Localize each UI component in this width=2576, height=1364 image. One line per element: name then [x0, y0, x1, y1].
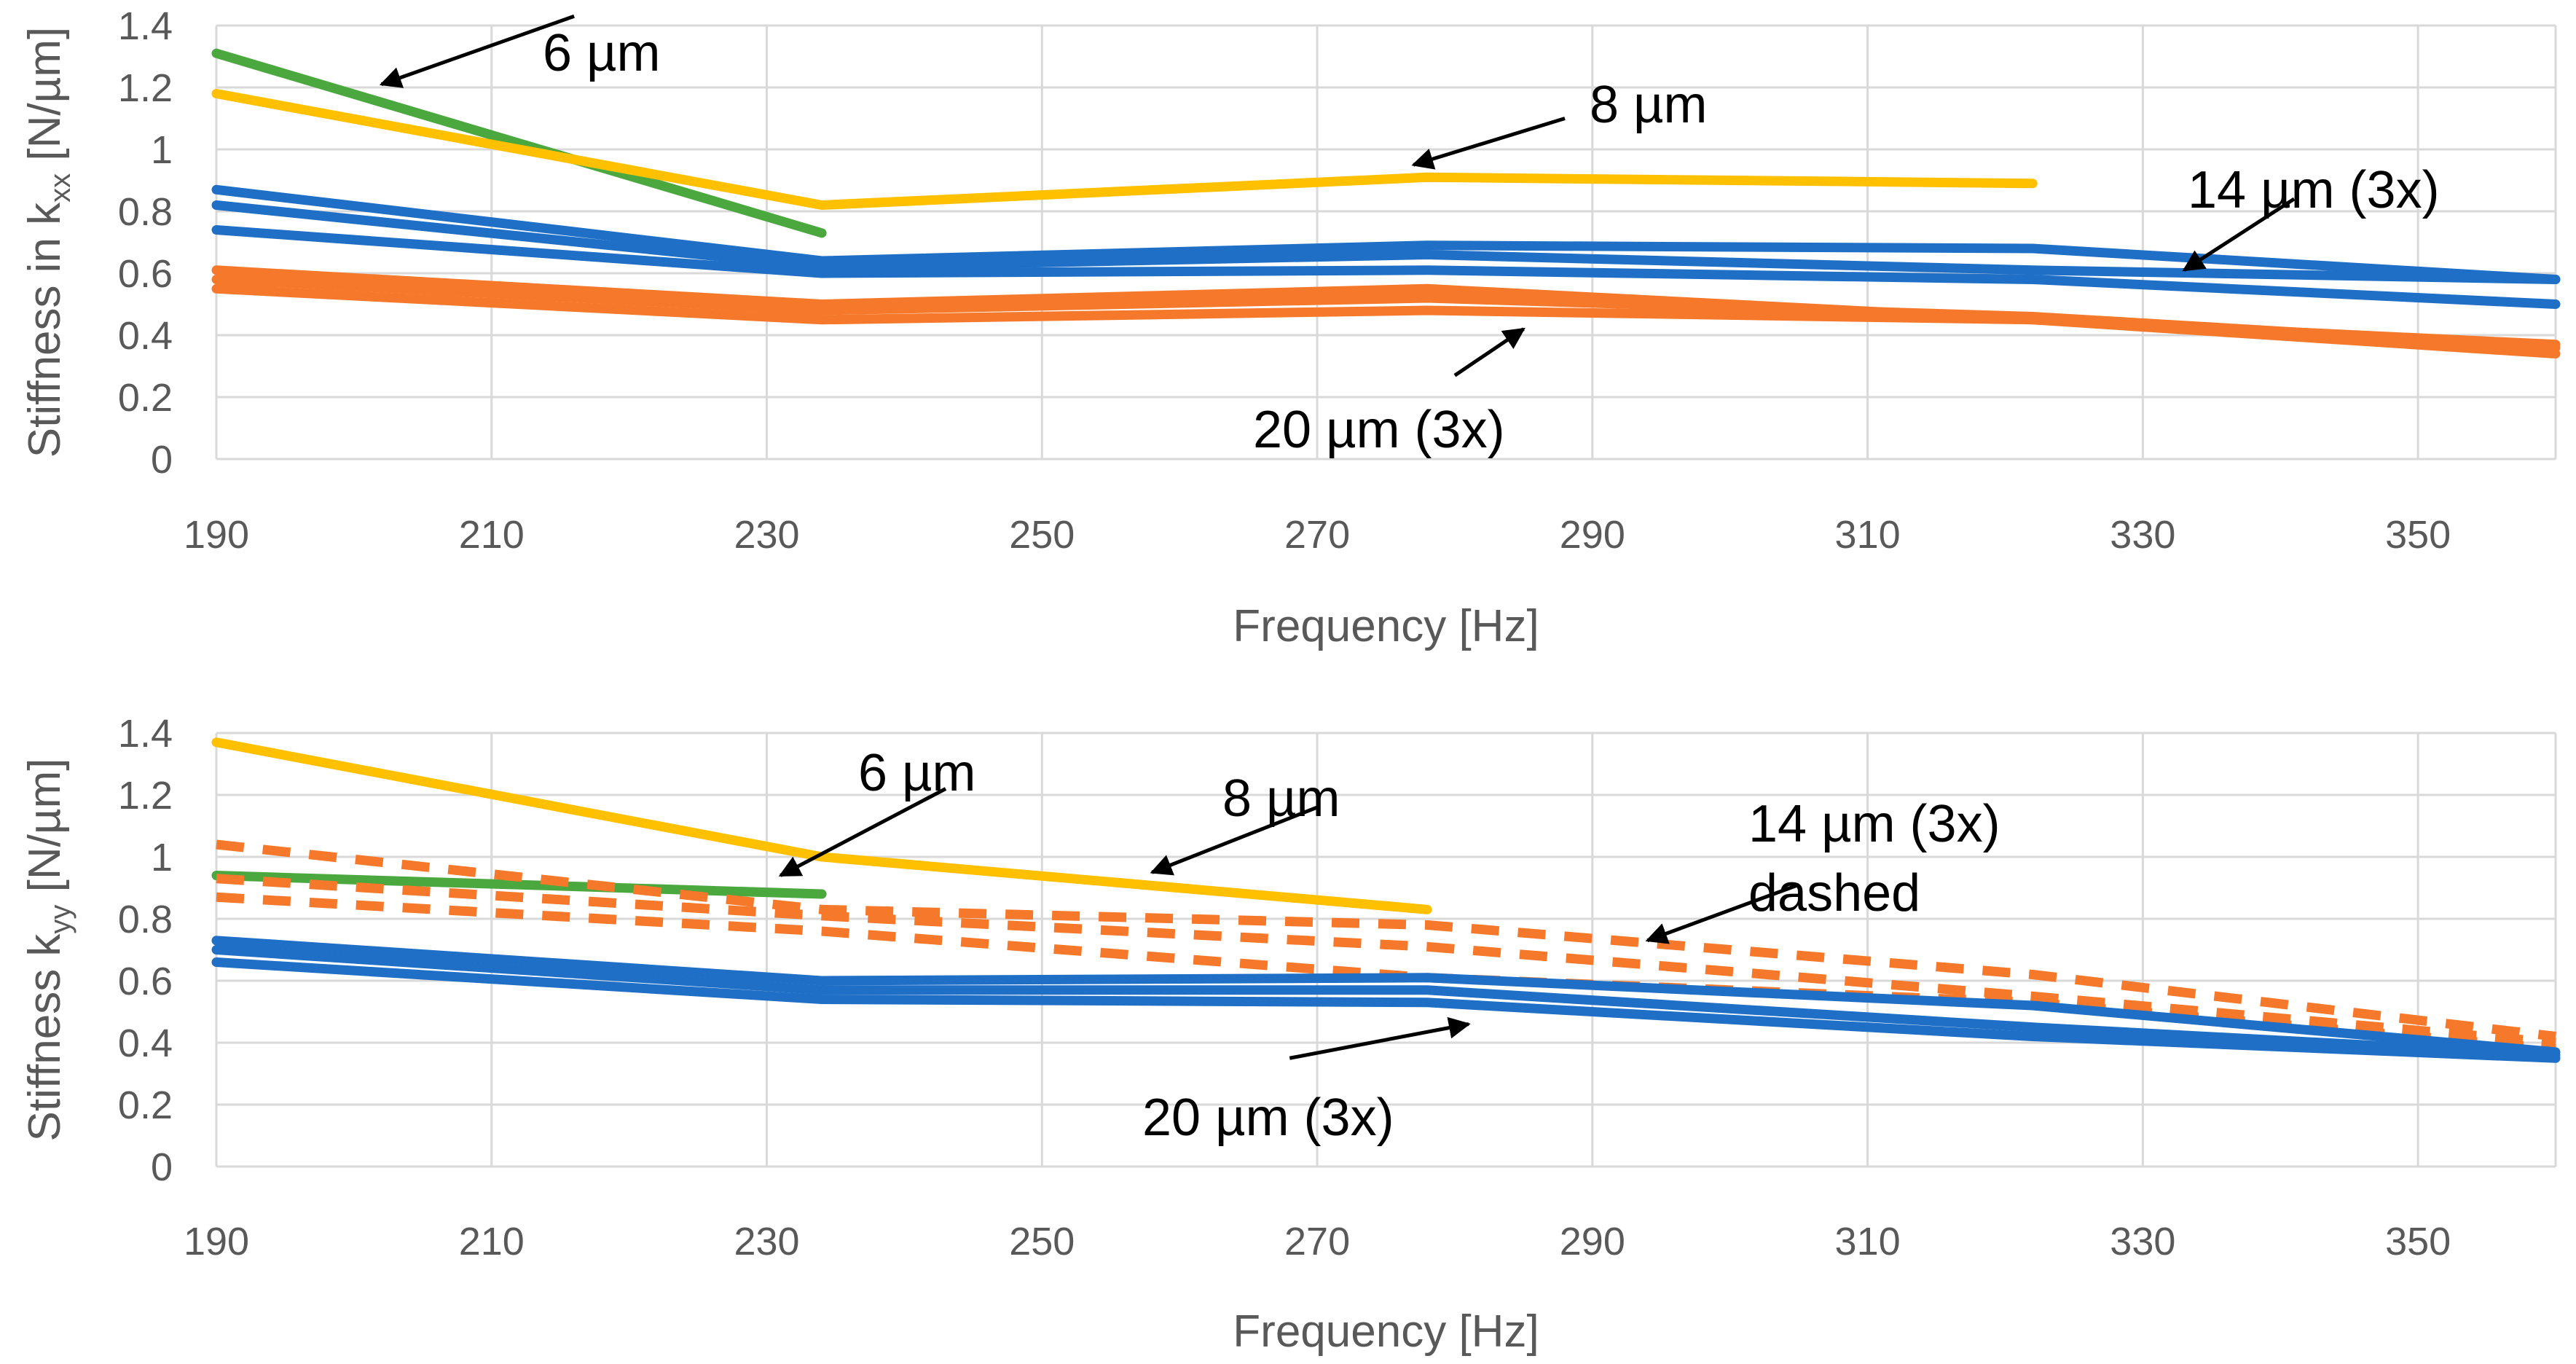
annotation-arrow — [1150, 805, 1318, 876]
y-tick-label: 0.6 — [118, 252, 173, 296]
y-tick-label: 0 — [151, 438, 173, 482]
y-tick-label: 1 — [151, 128, 173, 172]
annotation-label: 8 µm — [1590, 76, 1708, 134]
annotation-arrow — [1453, 327, 1525, 377]
x-tick-label: 350 — [2385, 1220, 2451, 1263]
series-line-14um — [211, 200, 2561, 284]
y-axis-title: Stiffness kyy [N/µm] — [20, 759, 76, 1142]
y-tick-label: 1.2 — [118, 774, 173, 818]
x-tick-label: 250 — [1009, 1220, 1075, 1263]
series-line-14um — [211, 184, 2561, 284]
y-tick-label: 0 — [151, 1145, 173, 1189]
x-tick-label: 190 — [184, 513, 249, 557]
series-line-20um — [211, 936, 2561, 1057]
annotation-arrow — [778, 787, 947, 877]
annotation-arrow — [2182, 197, 2296, 272]
series-line-20um — [211, 283, 2561, 358]
x-axis-title: Frequency [Hz] — [1233, 601, 1539, 651]
y-tick-label: 0.8 — [118, 190, 173, 234]
annotation-arrow — [1645, 882, 1800, 944]
x-tick-label: 250 — [1009, 513, 1075, 557]
y-axis-title: Stiffness in kxx [N/µm] — [20, 27, 76, 458]
annotation-label: 14 µm (3x) — [1748, 795, 2000, 853]
y-tick-label: 1 — [151, 836, 173, 879]
y-tick-label: 0.2 — [118, 376, 173, 420]
annotation-label-line2: dashed — [1748, 864, 1920, 922]
y-tick-label: 0.2 — [118, 1083, 173, 1127]
series-line-14um — [216, 839, 2556, 1041]
y-tick-label: 1.4 — [118, 712, 173, 756]
annotation-label: 6 µm — [543, 24, 661, 82]
annotation-label: 20 µm (3x) — [1253, 401, 1505, 459]
y-tick-label: 1.4 — [118, 4, 173, 48]
x-tick-label: 290 — [1560, 1220, 1625, 1263]
x-tick-label: 210 — [459, 513, 525, 557]
x-tick-label: 290 — [1560, 513, 1625, 557]
y-axis-title-subscript: yy — [44, 905, 76, 934]
x-tick-label: 230 — [734, 1220, 799, 1263]
y-axis-title-unit: [N/µm] — [20, 27, 70, 173]
y-axis-title-main: Stiffness k — [20, 933, 70, 1142]
y-tick-label: 0.4 — [118, 314, 173, 358]
x-tick-label: 330 — [2110, 513, 2175, 557]
annotation-arrow — [379, 14, 575, 88]
x-tick-label: 210 — [459, 1220, 525, 1263]
series-line-14um — [216, 874, 2556, 1048]
annotation-label: 20 µm (3x) — [1142, 1089, 1394, 1147]
x-tick-label: 310 — [1835, 513, 1901, 557]
chart-top: 0 0.2 0.4 0.6 0.8 1 1.2 1.4 190 210 230 250 270 290 31… — [20, 4, 2561, 651]
series-line-20um — [211, 945, 2561, 1060]
x-tick-label: 270 — [1284, 513, 1350, 557]
x-tick-label: 230 — [734, 513, 799, 557]
series-line-20um — [211, 957, 2561, 1063]
series-line-8um — [211, 89, 2038, 210]
y-axis-title-unit: [N/µm] — [20, 759, 70, 905]
y-tick-label: 1.2 — [118, 66, 173, 110]
series-line-6um — [211, 871, 827, 899]
x-tick-label: 190 — [184, 1220, 249, 1263]
annotation-label: 8 µm — [1222, 769, 1340, 828]
y-tick-label: 0.6 — [118, 960, 173, 1003]
chart-bottom: 0 0.2 0.4 0.6 0.8 1 1.2 1.4 190 210 230 250 270 290 31… — [20, 712, 2561, 1357]
annotation-label: 14 µm (3x) — [2188, 161, 2440, 219]
y-tick-label: 0.8 — [118, 898, 173, 941]
x-tick-label: 310 — [1835, 1220, 1901, 1263]
series-line-14um — [211, 225, 2561, 309]
x-tick-label: 270 — [1284, 1220, 1350, 1263]
y-axis-title-main: Stiffness in k — [20, 202, 70, 458]
y-tick-label: 0.4 — [118, 1022, 173, 1065]
x-tick-label: 330 — [2110, 1220, 2175, 1263]
x-tick-label: 350 — [2385, 513, 2451, 557]
y-axis-title-subscript: xx — [44, 173, 76, 203]
annotation-arrow — [1289, 1016, 1471, 1060]
x-axis-title: Frequency [Hz] — [1233, 1306, 1539, 1357]
annotation-label: 6 µm — [858, 744, 976, 802]
series-line-8um — [211, 737, 1432, 914]
annotation-arrow — [1411, 117, 1566, 170]
series-line-6um — [211, 48, 827, 238]
